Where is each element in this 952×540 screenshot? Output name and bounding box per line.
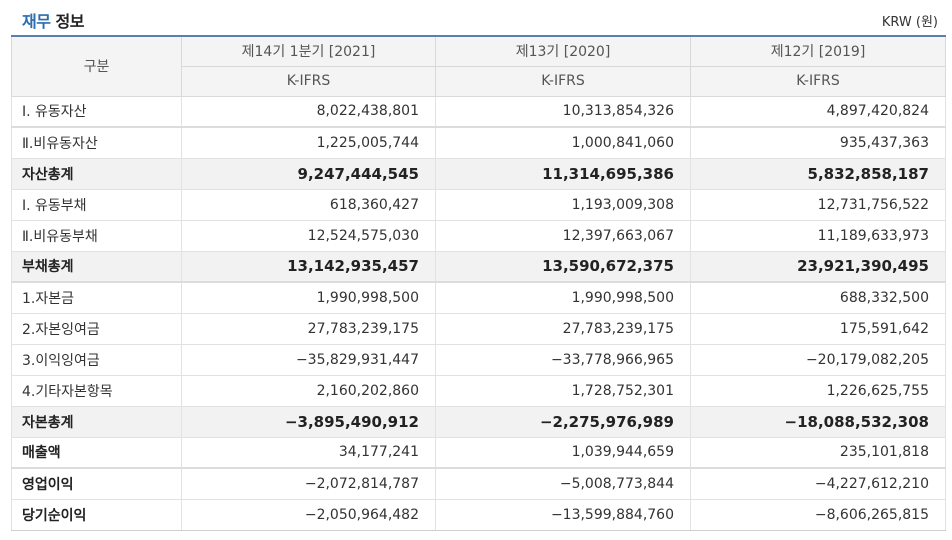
row-label: Ⅰ. 유동부채 [11,188,182,221]
row-label: 부채총계 [11,250,182,283]
cell-value: 1,990,998,500 [181,281,436,314]
cell-value: 1,000,841,060 [435,126,691,159]
cell-value: 1,039,944,659 [435,436,691,469]
table-row-total: 부채총계 13,142,935,457 13,590,672,375 23,92… [11,250,946,283]
cell-value: 618,360,427 [181,188,436,221]
cell-value: −20,179,082,205 [690,343,946,376]
cell-value: 13,142,935,457 [181,250,436,283]
table-row-total: 자본총계 −3,895,490,912 −2,275,976,989 −18,0… [11,405,946,438]
row-label: 자산총계 [11,157,182,190]
cell-value: 12,524,575,030 [181,219,436,252]
cell-value: 4,897,420,824 [690,95,946,128]
cell-value: 11,314,695,386 [435,157,691,190]
cell-value: 235,101,818 [690,436,946,469]
table-row: Ⅱ.비유동부채 12,524,575,030 12,397,663,067 11… [11,219,946,252]
table-row: Ⅱ.비유동자산 1,225,005,744 1,000,841,060 935,… [11,126,946,159]
cell-value: 27,783,239,175 [181,312,436,345]
row-header-label: 구분 [11,35,182,97]
table-row: 3.이익잉여금 −35,829,931,447 −33,778,966,965 … [11,343,946,376]
section-title: 재무 정보 [22,8,84,32]
cell-value: 11,189,633,973 [690,219,946,252]
table-row: Ⅰ. 유동자산 8,022,438,801 10,313,854,326 4,8… [11,95,946,128]
cell-value: −8,606,265,815 [690,498,946,531]
cell-value: 175,591,642 [690,312,946,345]
cell-value: −2,050,964,482 [181,498,436,531]
cell-value: 5,832,858,187 [690,157,946,190]
row-label: 매출액 [11,436,182,469]
column-period: 제13기 [2020] [435,35,691,67]
cell-value: −13,599,884,760 [435,498,691,531]
column-standard: K-IFRS [181,65,436,97]
cell-value: 12,397,663,067 [435,219,691,252]
table-row: 당기순이익 −2,050,964,482 −13,599,884,760 −8,… [11,498,946,531]
section-header: 재무 정보 KRW (원) [0,0,952,36]
table-row: 2.자본잉여금 27,783,239,175 27,783,239,175 17… [11,312,946,345]
column-standard: K-IFRS [690,65,946,97]
section-title-rest: 정보 [50,12,85,31]
cell-value: 1,193,009,308 [435,188,691,221]
table-row: 1.자본금 1,990,998,500 1,990,998,500 688,33… [11,281,946,314]
cell-value: 9,247,444,545 [181,157,436,190]
cell-value: −2,275,976,989 [435,405,691,438]
cell-value: 935,437,363 [690,126,946,159]
cell-value: −33,778,966,965 [435,343,691,376]
cell-value: 1,728,752,301 [435,374,691,407]
cell-value: 1,225,005,744 [181,126,436,159]
row-label: 자본총계 [11,405,182,438]
cell-value: 8,022,438,801 [181,95,436,128]
table-row: Ⅰ. 유동부채 618,360,427 1,193,009,308 12,731… [11,188,946,221]
cell-value: 27,783,239,175 [435,312,691,345]
cell-value: −35,829,931,447 [181,343,436,376]
row-label: 3.이익잉여금 [11,343,182,376]
row-label: Ⅰ. 유동자산 [11,95,182,128]
row-label: 영업이익 [11,467,182,500]
column-standard: K-IFRS [435,65,691,97]
row-label: Ⅱ.비유동부채 [11,219,182,252]
column-period: 제14기 1분기 [2021] [181,35,436,67]
cell-value: 23,921,390,495 [690,250,946,283]
table-row: 영업이익 −2,072,814,787 −5,008,773,844 −4,22… [11,467,946,500]
row-label: 4.기타자본항목 [11,374,182,407]
cell-value: −18,088,532,308 [690,405,946,438]
cell-value: 10,313,854,326 [435,95,691,128]
row-label: 1.자본금 [11,281,182,314]
financial-table: 구분 제14기 1분기 [2021] 제13기 [2020] 제12기 [201… [11,35,946,531]
cell-value: 1,990,998,500 [435,281,691,314]
table-row-total: 자산총계 9,247,444,545 11,314,695,386 5,832,… [11,157,946,190]
cell-value: −4,227,612,210 [690,467,946,500]
table-row: 매출액 34,177,241 1,039,944,659 235,101,818 [11,436,946,469]
cell-value: −2,072,814,787 [181,467,436,500]
cell-value: 12,731,756,522 [690,188,946,221]
cell-value: 34,177,241 [181,436,436,469]
currency-unit: KRW (원) [881,15,938,30]
row-label: Ⅱ.비유동자산 [11,126,182,159]
row-label: 당기순이익 [11,498,182,531]
table-row: 4.기타자본항목 2,160,202,860 1,728,752,301 1,2… [11,374,946,407]
cell-value: 688,332,500 [690,281,946,314]
row-label: 2.자본잉여금 [11,312,182,345]
cell-value: −3,895,490,912 [181,405,436,438]
section-title-accent: 재무 [22,12,51,31]
cell-value: 2,160,202,860 [181,374,436,407]
column-period: 제12기 [2019] [690,35,946,67]
cell-value: 1,226,625,755 [690,374,946,407]
cell-value: 13,590,672,375 [435,250,691,283]
cell-value: −5,008,773,844 [435,467,691,500]
